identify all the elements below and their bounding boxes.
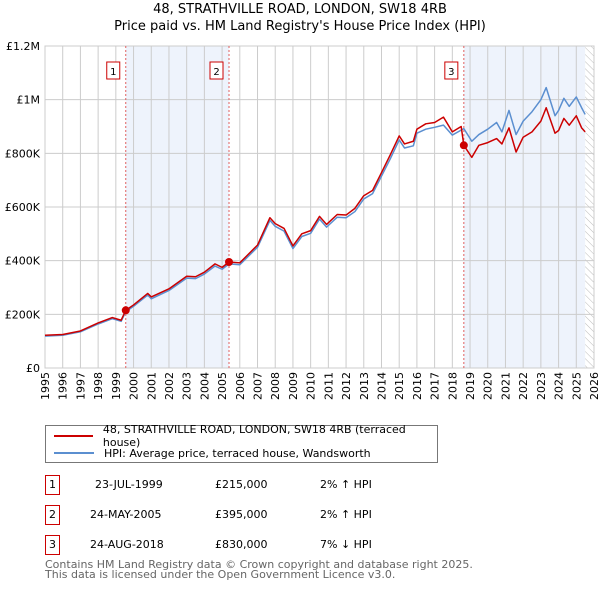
transaction-row: 2 24-MAY-2005 £395,000 2% ↑ HPI	[45, 505, 445, 525]
legend-hpi-swatch	[54, 452, 94, 454]
x-tick-label: 2016	[411, 372, 424, 400]
chart-title: 48, STRATHVILLE ROAD, LONDON, SW18 4RB	[153, 2, 447, 17]
x-tick-label: 2009	[287, 372, 300, 400]
legend-price-swatch	[54, 435, 93, 437]
footer: Contains HM Land Registry data © Crown c…	[45, 558, 473, 581]
x-tick-label: 2005	[216, 372, 229, 400]
sale-point	[459, 141, 468, 150]
transaction-price: £830,000	[215, 538, 268, 551]
x-tick-label: 2001	[145, 372, 158, 400]
transaction-marker: 2	[45, 505, 60, 525]
transaction-price: £215,000	[215, 478, 268, 491]
price-line	[44, 106, 586, 337]
x-tick-label: 2017	[429, 372, 442, 400]
x-tick-label: 1996	[57, 372, 70, 400]
transaction-date: 24-MAY-2005	[90, 508, 162, 521]
sale-badge-label: 1	[110, 67, 116, 78]
sale-badge	[209, 61, 224, 80]
x-tick-label: 2024	[553, 372, 566, 400]
transaction-marker: 3	[45, 535, 60, 555]
x-tick-label: 2010	[305, 372, 318, 400]
transaction-date: 24-AUG-2018	[90, 538, 164, 551]
transaction-row: 1 23-JUL-1999 £215,000 2% ↑ HPI	[45, 475, 445, 495]
x-tick-label: 2019	[464, 372, 477, 400]
x-tick-label: 2013	[358, 372, 371, 400]
y-tick-label: £200K	[5, 308, 41, 321]
x-tick-label: 2002	[163, 372, 176, 400]
sale-badge	[444, 61, 459, 80]
price-chart: 1995 1996 1997 1998 1999 2000 2001 2002 2003 2004…	[5, 40, 600, 400]
y-tick-label: £800K	[5, 147, 41, 160]
chart-subtitle: Price paid vs. HM Land Registry's House …	[114, 19, 486, 34]
x-tick-label: 2026	[588, 372, 600, 400]
x-tick-label: 2007	[252, 372, 265, 400]
x-tick-label: 2015	[393, 372, 406, 400]
y-tick-label: £600K	[5, 201, 41, 214]
sale-point	[121, 306, 130, 315]
y-tick-label: £0	[26, 362, 40, 375]
sale-badge	[106, 61, 121, 80]
hpi-line	[44, 86, 586, 337]
x-tick-label: 2014	[375, 372, 388, 400]
x-tick-label: 2025	[570, 372, 583, 400]
transaction-hpi-delta: 2% ↑ HPI	[320, 508, 372, 521]
plot-frame	[44, 45, 595, 369]
legend-price-label: 48, STRATHVILLE ROAD, LONDON, SW18 4RB (…	[102, 423, 406, 449]
y-tick-label: £400K	[5, 255, 41, 268]
x-tick-label: 2022	[517, 372, 530, 400]
x-tick-label: 1997	[74, 372, 87, 400]
x-tick-label: 2011	[322, 372, 335, 400]
transaction-marker: 1	[45, 475, 60, 495]
x-tick-label: 2000	[128, 372, 141, 400]
sale-badge-label: 3	[448, 67, 454, 78]
y-tick-label: £1.2M	[6, 40, 40, 53]
x-tick-label: 2023	[535, 372, 548, 400]
footer-line-2: This data is licensed under the Open Gov…	[45, 568, 396, 581]
x-tick-label: 2020	[482, 372, 495, 400]
x-tick-label: 2006	[234, 372, 247, 400]
transaction-row: 3 24-AUG-2018 £830,000 7% ↓ HPI	[45, 535, 445, 555]
transaction-date: 23-JUL-1999	[95, 478, 163, 491]
sale-point	[225, 258, 234, 267]
x-tick-label: 2018	[446, 372, 459, 400]
transaction-hpi-delta: 7% ↓ HPI	[320, 538, 372, 551]
x-tick-label: 2021	[499, 372, 512, 400]
sale-badge-label: 2	[213, 67, 219, 78]
x-tick-label: 1999	[110, 372, 123, 400]
legend-hpi-label: HPI: Average price, terraced house, Wand…	[104, 446, 371, 460]
transaction-price: £395,000	[215, 508, 268, 521]
x-tick-label: 2003	[181, 372, 194, 400]
x-tick-label: 1998	[92, 372, 105, 400]
transaction-hpi-delta: 2% ↑ HPI	[320, 478, 372, 491]
y-tick-label: £1M	[17, 94, 41, 107]
legend: 48, STRATHVILLE ROAD, LONDON, SW18 4RB (…	[45, 423, 438, 463]
footer-line-1: Contains HM Land Registry data © Crown c…	[45, 558, 473, 571]
x-tick-label: 1995	[39, 372, 52, 400]
x-tick-label: 2012	[340, 372, 353, 400]
x-tick-label: 2004	[198, 372, 211, 400]
x-tick-label: 2008	[269, 372, 282, 400]
